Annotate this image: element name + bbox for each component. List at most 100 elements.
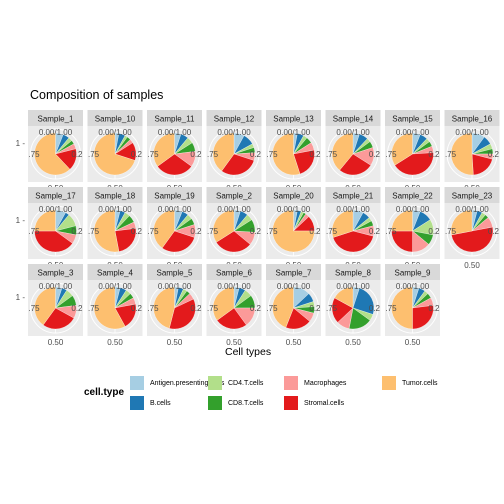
angle-tick-label: 0.2 [190,304,202,313]
angle-tick-label: 0.2 [190,150,202,159]
angle-tick-label: 0.2 [250,150,262,159]
facet-strip-label: Sample_12 [214,115,255,124]
facet-strip-label: Sample_23 [452,192,493,201]
facet-strip-label: Sample_11 [155,115,195,124]
facet-strip-label: Sample_17 [35,192,76,201]
angle-tick-label: 0.2 [190,227,202,236]
angle-tick-label: 0.2 [131,150,143,159]
angle-tick-label: 0.50 [167,338,183,345]
angle-tick-label: 0.00/1.00 [39,282,73,291]
angle-tick-label: 0.2 [250,227,262,236]
facet-panel: Sample_200.00/1.00.750.500.2 [266,187,321,270]
facet-panel: Sample_120.00/1.00.750.500.2 [206,110,262,193]
angle-tick-label: 0.2 [428,304,440,313]
angle-tick-label: 0.50 [286,338,302,345]
facet-panel: Sample_150.00/1.00.750.500.2 [385,110,440,193]
facet-pie-grid: Sample_1 0.00/1.00 .75 0.50 0.2 1 - Sample_10 0… [16,110,500,345]
pie-slice [331,209,354,238]
pie-slice [34,209,56,232]
facet-panel: Sample_130.00/1.00.750.500.2 [266,110,321,193]
pie-slice [93,286,126,330]
facet-panel: Sample_7 0.00/1.00 .75 0.50 0.2 [266,264,321,345]
angle-tick-label: 0.2 [131,304,143,313]
pie-slice [157,153,192,176]
facet-strip [325,110,381,126]
angle-tick-label: 0.00/1.00 [217,205,251,214]
legend-item: CD8.T.cells [208,396,263,410]
angle-tick-label: .75 [148,304,160,313]
legend-label: B.cells [150,399,171,407]
angle-tick-label: 0.00/1.00 [336,128,370,137]
pie-slice [114,228,137,252]
facet-strip [325,187,381,203]
pie-slice [216,230,251,253]
pie-slice [391,209,413,232]
angle-tick-label: 0.00/1.00 [158,205,192,214]
angle-tick-label: .75 [29,227,41,236]
legend-item: Macrophages [284,376,346,390]
pie-slice [334,286,354,309]
legend-swatch [284,376,298,390]
angle-tick-label: 0.50 [48,338,64,345]
angle-tick-label: 0.2 [428,227,440,236]
facet-strip-label: Sample_21 [333,192,374,201]
angle-tick-label: 0.00/1.00 [217,282,251,291]
legend-swatch [208,396,222,410]
angle-tick-label: 0.2 [131,227,143,236]
pie-slice [42,307,75,330]
angle-tick-label: .75 [445,227,457,236]
angle-tick-label: 0.00/1.00 [336,205,370,214]
angle-tick-label: .75 [88,304,100,313]
facet-strip-label: Sample_4 [97,269,134,278]
angle-tick-label: 0.00/1.00 [158,128,192,137]
pie-slice [272,132,301,176]
facet-panel: Sample_220.00/1.00.750.500.2 [385,187,440,270]
facet-strip-label: Sample_15 [392,115,433,124]
facet-strip [87,264,143,280]
facet-strip [385,110,440,126]
facet-strip [147,187,202,203]
facet-strip [266,110,321,126]
pie-slice [331,132,354,171]
facet-strip [325,264,381,280]
pie-slice [153,132,175,167]
angle-tick-label: 0.00/1.00 [396,128,430,137]
angle-tick-label: .75 [29,304,41,313]
angle-tick-label: 0.50 [405,338,421,345]
legend-label: Macrophages [304,379,347,387]
angle-tick-label: .75 [267,227,279,236]
pie-slice [391,230,413,253]
pie-slice [34,230,73,253]
facet-strip [28,264,83,280]
chart-title: Composition of samples [30,88,164,102]
facet-strip-label: Sample_2 [216,192,253,201]
angle-tick-label: 0.2 [250,304,262,313]
legend-item: Antigen.presenting.cells [130,376,224,390]
angle-tick-label: 0.2 [488,150,500,159]
facet-strip [385,264,440,280]
angle-tick-label: .75 [386,227,398,236]
angle-tick-label: .75 [326,227,338,236]
facet-strip-label: Sample_8 [335,269,372,278]
facet-strip [147,264,202,280]
angle-tick-label: .75 [88,227,100,236]
angle-tick-label: 0.00/1.00 [396,205,430,214]
facet-panel: Sample_10.00/1.00.750.500.21 - [16,110,83,193]
pie-slice [153,209,175,249]
angle-tick-label: 0.50 [345,338,361,345]
angle-tick-label: 0.2 [71,227,83,236]
pie-slice [216,307,247,330]
legend-swatch [130,376,144,390]
angle-tick-label: 0.00/1.00 [39,128,73,137]
legend-item: CD4.T.cells [208,376,263,390]
angle-tick-label: 0.2 [369,150,381,159]
angle-tick-label: 0.50 [107,338,123,345]
angle-tick-label: .75 [445,150,457,159]
angle-tick-label: .75 [148,150,160,159]
pie-slice [391,286,413,330]
angle-tick-label: 0.2 [428,150,440,159]
facet-strip-label: Sample_7 [275,269,312,278]
angle-tick-label: .75 [386,304,398,313]
facet-panel: Sample_190.00/1.00.750.500.2 [147,187,202,270]
legend-swatch [208,376,222,390]
